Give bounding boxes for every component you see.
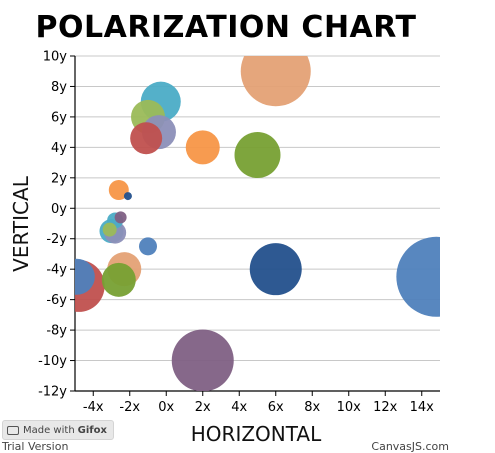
bubble-point[interactable] xyxy=(171,329,234,392)
x-tick-label: -4x xyxy=(83,400,104,415)
y-tick-label: 10y xyxy=(43,50,68,65)
y-axis-title: VERTICAL xyxy=(9,175,33,272)
bubble-point[interactable] xyxy=(59,258,95,295)
bubble-point[interactable] xyxy=(130,122,163,155)
bubble-point[interactable] xyxy=(139,237,157,256)
y-tick-label: -2y xyxy=(46,232,67,247)
x-tick-label: 8x xyxy=(304,400,320,415)
camera-icon xyxy=(7,425,19,435)
x-tick-label: 0x xyxy=(158,400,174,415)
bubble-series xyxy=(59,36,476,392)
bubble-point[interactable] xyxy=(114,211,127,224)
x-tick-label: 14x xyxy=(410,400,435,415)
y-tick-label: -4y xyxy=(46,263,67,278)
x-tick-label: -2x xyxy=(119,400,140,415)
x-tick-label: 4x xyxy=(231,400,247,415)
bubble-point[interactable] xyxy=(101,262,136,297)
y-tick-label: 4y xyxy=(51,141,67,156)
canvasjs-credit[interactable]: CanvasJS.com xyxy=(371,440,449,453)
bubble-point[interactable] xyxy=(102,222,117,237)
bubble-point[interactable] xyxy=(234,131,281,178)
y-tick-label: 0y xyxy=(51,202,67,217)
x-axis-title: HORIZONTAL xyxy=(191,422,322,446)
badge-brand: Gifox xyxy=(77,424,107,436)
gridlines xyxy=(75,55,440,392)
bubble-point[interactable] xyxy=(249,243,302,296)
x-tick-label: 12x xyxy=(373,400,398,415)
y-tick-label: 8y xyxy=(51,80,67,95)
y-tick-label: -12y xyxy=(38,385,67,400)
axes: -12y -10y -8y -6y -4y -2y 0y 2y 4y 6y 8y 10y -4x -2x 0… xyxy=(38,50,440,415)
badge-prefix: Made with xyxy=(23,424,75,436)
bubble-point[interactable] xyxy=(396,236,476,317)
chart-title: POLARIZATION CHART xyxy=(36,10,417,45)
x-tick-label: 6x xyxy=(268,400,284,415)
x-tick-label: 10x xyxy=(337,400,362,415)
bubble-point[interactable] xyxy=(240,36,311,107)
bubble-point[interactable] xyxy=(123,192,132,201)
y-tick-label: 2y xyxy=(51,171,67,186)
y-tick-label: 6y xyxy=(51,110,67,125)
bubble-point[interactable] xyxy=(185,130,220,165)
y-tick-label: -10y xyxy=(38,354,67,369)
x-tick-label: 2x xyxy=(195,400,211,415)
gifox-badge[interactable]: Made with Gifox xyxy=(2,420,114,440)
y-tick-label: -8y xyxy=(46,324,67,339)
y-tick-label: -6y xyxy=(46,293,67,308)
bubble-point[interactable] xyxy=(108,180,129,200)
trial-version-label: Trial Version xyxy=(2,440,69,453)
